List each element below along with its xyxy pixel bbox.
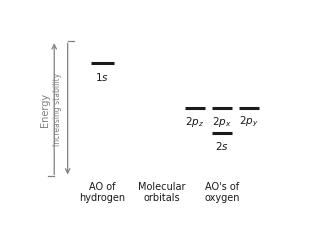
- Text: $\mathit{1s}$: $\mathit{1s}$: [95, 71, 109, 83]
- Text: $2p_{y}$: $2p_{y}$: [239, 114, 259, 128]
- Text: Molecular
orbitals: Molecular orbitals: [138, 181, 186, 202]
- Text: Increasing stability: Increasing stability: [53, 73, 62, 146]
- Text: Energy: Energy: [40, 92, 50, 126]
- Text: $\mathit{2s}$: $\mathit{2s}$: [215, 140, 229, 152]
- Text: AO of
hydrogen: AO of hydrogen: [79, 181, 125, 202]
- Text: $2p_{z}$: $2p_{z}$: [185, 114, 204, 128]
- Text: AO's of
oxygen: AO's of oxygen: [204, 181, 240, 202]
- Text: $2p_{x}$: $2p_{x}$: [212, 114, 232, 128]
